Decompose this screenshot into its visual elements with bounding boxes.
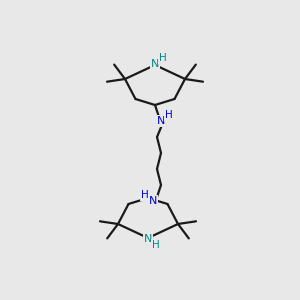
Text: H: H bbox=[141, 190, 149, 200]
Text: N: N bbox=[151, 59, 159, 69]
Text: N: N bbox=[144, 234, 152, 244]
Text: H: H bbox=[165, 110, 173, 120]
Text: H: H bbox=[159, 53, 167, 63]
Text: N: N bbox=[157, 116, 165, 126]
Text: N: N bbox=[149, 196, 157, 206]
Text: H: H bbox=[152, 240, 160, 250]
